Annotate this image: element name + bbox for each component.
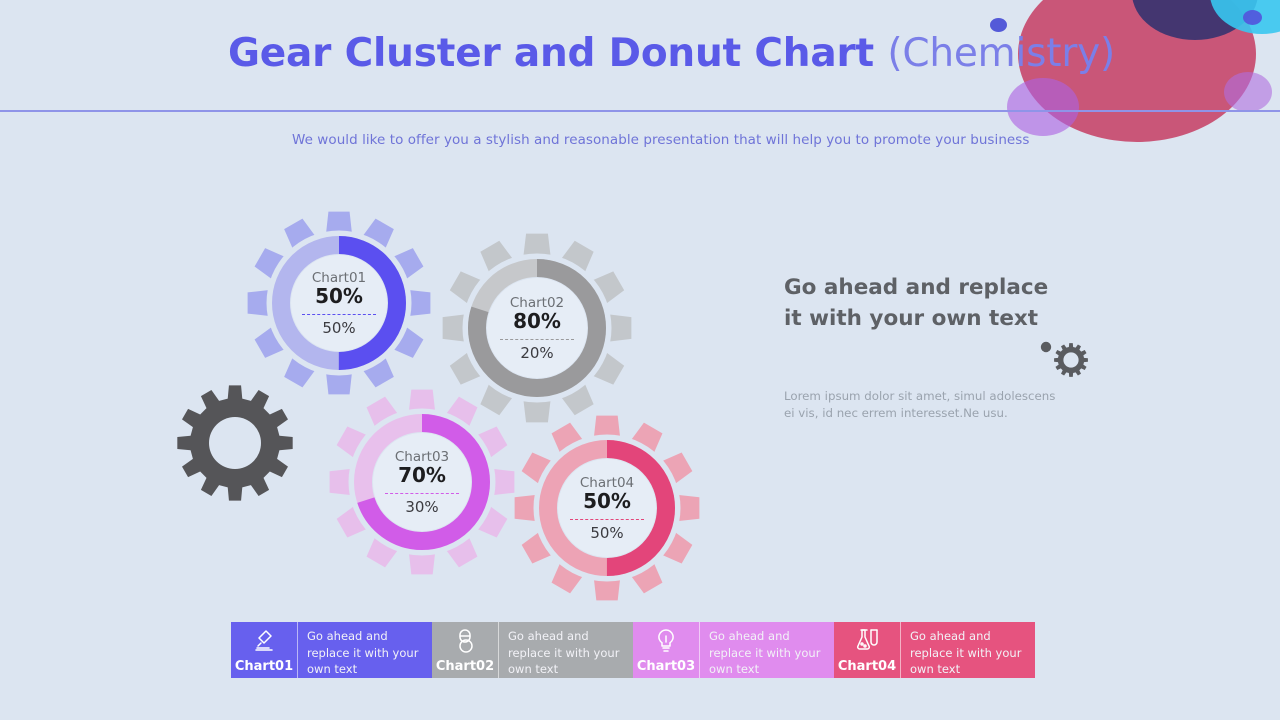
small-gear-icon [1038,338,1088,382]
legend-bar: Chart01 Go ahead and replace it with your… [231,622,1035,678]
donut-hub [558,459,656,557]
legend-text: Go ahead and replace it with your own te… [297,622,432,678]
legend-text: Go ahead and replace it with your own te… [900,622,1035,678]
blue-dot-2 [1243,10,1262,25]
gear-donut-chart04[interactable]: Chart04 50% 50% [511,412,703,604]
right-panel-heading-line2: it with your own text [784,306,1039,331]
right-panel-heading-line1: Go ahead and replace [784,275,1049,300]
legend-label: Chart02 [435,659,495,674]
donut-value-arc [272,236,406,370]
legend-item-chart03[interactable]: Chart03 Go ahead and replace it with your… [633,622,834,678]
right-panel-heading: Go ahead and replace it with your own te… [784,272,1084,334]
donut-value-arc [539,440,675,576]
legend-item-chart04[interactable]: Chart04 Go ahead and replace it with your… [834,622,1035,678]
microscope-icon [250,627,278,659]
legend-icon-cell: Chart02 [432,622,498,678]
legend-icon-cell: Chart03 [633,622,699,678]
gear-donut-chart01[interactable]: Chart01 50% 50% [244,208,434,398]
flask-icon [853,627,881,659]
gear-hub [1063,352,1079,368]
right-panel-body: Lorem ipsum dolor sit amet, simul adoles… [784,389,1056,420]
legend-item-chart02[interactable]: Chart02 Go ahead and replace it with your… [432,622,633,678]
legend-item-chart01[interactable]: Chart01 Go ahead and replace it with your… [231,622,432,678]
gear-hub [209,417,261,469]
decorative-gear-dark [176,382,294,504]
legend-text: Go ahead and replace it with your own te… [498,622,633,678]
page-title-suffix: (Chemistry) [887,31,1116,76]
cyan-bubble [1210,0,1280,34]
navy-bubble [1132,0,1258,40]
donut-value-arc [354,414,490,550]
legend-label: Chart04 [837,659,897,674]
page-title-main: Gear Cluster and Donut Chart [228,31,888,76]
legend-text: Go ahead and replace it with your own te… [699,622,834,678]
violet-bubble-2 [1224,72,1272,112]
donut-hub [291,255,387,351]
donut-value-arc [468,259,606,397]
gear-donut-chart03[interactable]: Chart03 70% 30% [326,386,518,578]
gear-dot [1040,341,1052,353]
capsule-icon [451,627,479,659]
legend-label: Chart01 [234,659,294,674]
donut-hub [487,278,587,378]
page-subtitle: We would like to offer you a stylish and… [292,132,1030,148]
page-title: Gear Cluster and Donut Chart (Chemistry) [228,30,1128,78]
lightbulb-icon [652,627,680,659]
header-divider [0,110,1280,112]
donut-hub [373,433,471,531]
legend-icon-cell: Chart01 [231,622,297,678]
violet-bubble [1007,78,1079,136]
legend-icon-cell: Chart04 [834,622,900,678]
legend-label: Chart03 [636,659,696,674]
